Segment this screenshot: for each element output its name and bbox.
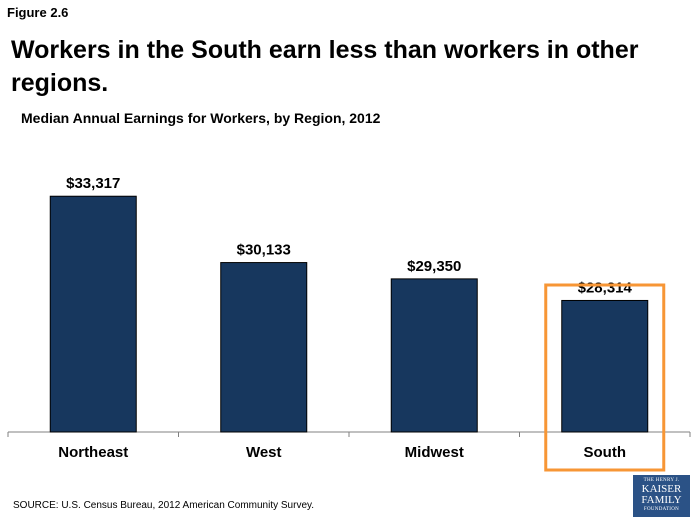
- x-tick-label-west: West: [246, 444, 282, 461]
- figure-label: Figure 2.6: [7, 5, 69, 20]
- bar-south: [561, 299, 649, 433]
- bar-northeast: [49, 195, 137, 433]
- source-note: SOURCE: U.S. Census Bureau, 2012 America…: [13, 500, 315, 511]
- x-tick-label-south: South: [584, 444, 627, 461]
- data-label-west: $30,133: [237, 242, 291, 259]
- logo-line-1: THE HENRY J.: [643, 478, 680, 483]
- x-tick-label-midwest: Midwest: [405, 444, 464, 461]
- logo-line-2: KAISER: [641, 483, 682, 495]
- logo-line-3: FAMILY: [641, 494, 682, 506]
- data-label-northeast: $33,317: [66, 175, 120, 192]
- bar-west: [220, 262, 308, 433]
- data-label-midwest: $29,350: [407, 258, 461, 275]
- chart-subtitle: Median Annual Earnings for Workers, by R…: [21, 110, 381, 126]
- logo-line-4: FOUNDATION: [643, 507, 680, 512]
- highlight-box: [544, 283, 666, 472]
- data-label-south: $28,314: [578, 279, 633, 296]
- bar-midwest: [390, 278, 478, 433]
- x-tick-label-northeast: Northeast: [58, 444, 128, 461]
- page-title: Workers in the South earn less than work…: [11, 36, 639, 97]
- kff-logo: THE HENRY J. KAISER FAMILY FOUNDATION: [633, 475, 690, 517]
